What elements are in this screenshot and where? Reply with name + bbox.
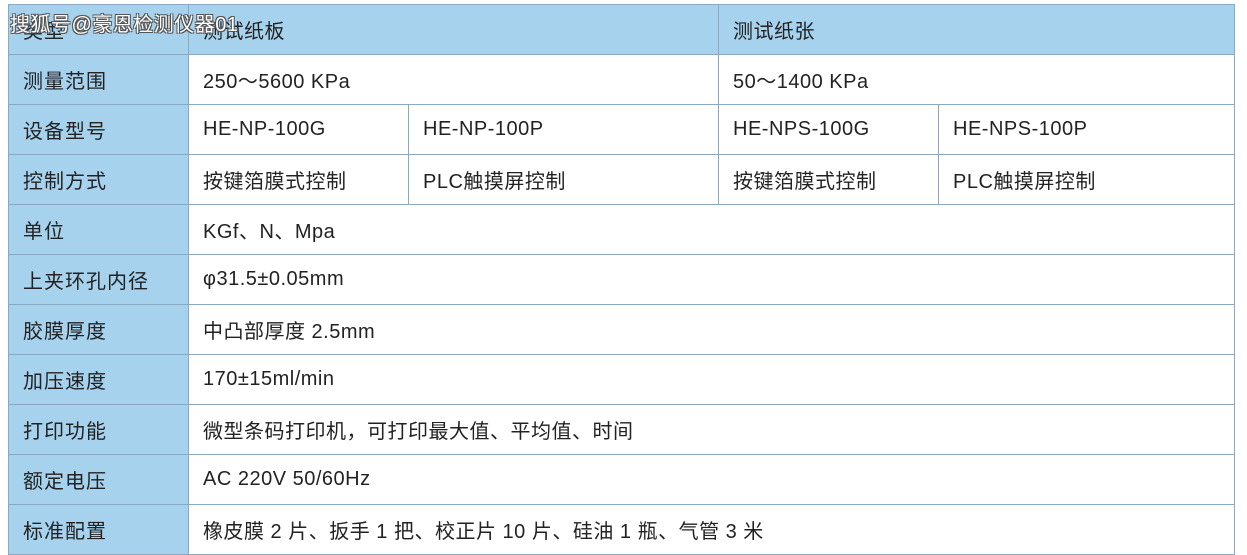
value-control-2: PLC触摸屏控制 — [409, 155, 719, 205]
row-print: 打印功能 微型条码打印机，可打印最大值、平均值、时间 — [9, 405, 1235, 455]
row-voltage: 额定电压 AC 220V 50/60Hz — [9, 455, 1235, 505]
value-unit: KGf、N、Mpa — [189, 205, 1235, 255]
row-standard: 标准配置 橡皮膜 2 片、扳手 1 把、校正片 10 片、硅油 1 瓶、气管 3… — [9, 505, 1235, 555]
value-voltage: AC 220V 50/60Hz — [189, 455, 1235, 505]
value-model-4: HE-NPS-100P — [939, 105, 1235, 155]
value-control-4: PLC触摸屏控制 — [939, 155, 1235, 205]
value-model-1: HE-NP-100G — [189, 105, 409, 155]
value-range-paper: 50～1400 KPa — [719, 55, 1235, 105]
row-range: 测量范围 250～5600 KPa 50～1400 KPa — [9, 55, 1235, 105]
row-control: 控制方式 按键箔膜式控制 PLC触摸屏控制 按键箔膜式控制 PLC触摸屏控制 — [9, 155, 1235, 205]
header-cardboard: 测试纸板 — [189, 5, 719, 55]
header-type-label: 类型 — [9, 5, 189, 55]
table-header-row: 类型 测试纸板 测试纸张 — [9, 5, 1235, 55]
value-clamp: φ31.5±0.05mm — [189, 255, 1235, 305]
row-film: 胶膜厚度 中凸部厚度 2.5mm — [9, 305, 1235, 355]
label-model: 设备型号 — [9, 105, 189, 155]
label-control: 控制方式 — [9, 155, 189, 205]
header-paper: 测试纸张 — [719, 5, 1235, 55]
row-speed: 加压速度 170±15ml/min — [9, 355, 1235, 405]
value-control-3: 按键箔膜式控制 — [719, 155, 939, 205]
value-standard: 橡皮膜 2 片、扳手 1 把、校正片 10 片、硅油 1 瓶、气管 3 米 — [189, 505, 1235, 555]
value-model-3: HE-NPS-100G — [719, 105, 939, 155]
row-clamp: 上夹环孔内径 φ31.5±0.05mm — [9, 255, 1235, 305]
row-unit: 单位 KGf、N、Mpa — [9, 205, 1235, 255]
label-print: 打印功能 — [9, 405, 189, 455]
value-speed: 170±15ml/min — [189, 355, 1235, 405]
page-wrap: 搜狐号@豪恩检测仪器01 类型 测试纸板 测试纸张 测量范围 250～5600 … — [0, 4, 1247, 555]
value-film: 中凸部厚度 2.5mm — [189, 305, 1235, 355]
label-speed: 加压速度 — [9, 355, 189, 405]
label-unit: 单位 — [9, 205, 189, 255]
label-standard: 标准配置 — [9, 505, 189, 555]
row-model: 设备型号 HE-NP-100G HE-NP-100P HE-NPS-100G H… — [9, 105, 1235, 155]
label-voltage: 额定电压 — [9, 455, 189, 505]
value-model-2: HE-NP-100P — [409, 105, 719, 155]
value-control-1: 按键箔膜式控制 — [189, 155, 409, 205]
label-range: 测量范围 — [9, 55, 189, 105]
value-range-cardboard: 250～5600 KPa — [189, 55, 719, 105]
label-film: 胶膜厚度 — [9, 305, 189, 355]
value-print: 微型条码打印机，可打印最大值、平均值、时间 — [189, 405, 1235, 455]
label-clamp: 上夹环孔内径 — [9, 255, 189, 305]
spec-table: 类型 测试纸板 测试纸张 测量范围 250～5600 KPa 50～1400 K… — [8, 4, 1235, 555]
